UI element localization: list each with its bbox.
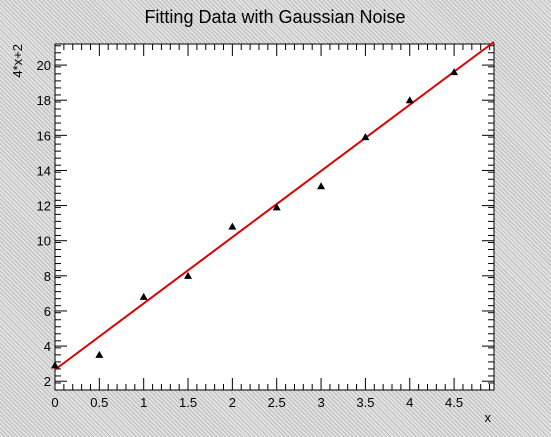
y-tick-label: 16 (37, 128, 51, 143)
data-point (228, 222, 237, 230)
y-axis: 2 4 6 8 10 12 14 16 18 20 (37, 45, 494, 391)
data-point (405, 96, 414, 104)
x-tick-label: 4.5 (445, 395, 463, 410)
y-tick-label: 12 (37, 199, 51, 214)
y-tick-label: 8 (44, 269, 51, 284)
x-tick-label: 1 (140, 395, 147, 410)
data-point (139, 292, 148, 300)
x-tick-label: 1.5 (179, 395, 197, 410)
y-tick-label: 2 (44, 374, 51, 389)
x-tick-label: 2 (229, 395, 236, 410)
plot-area (54, 43, 495, 391)
x-axis: 0 0.5 1 1.5 2 2.5 3 3.5 4 4.5 (51, 44, 491, 410)
y-tick-label: 10 (37, 234, 51, 249)
fit-line (54, 41, 495, 371)
data-point (95, 350, 104, 358)
x-tick-label: 0.5 (90, 395, 108, 410)
chart-title: Fitting Data with Gaussian Noise (144, 7, 405, 27)
x-tick-label: 0 (51, 395, 58, 410)
x-tick-label: 4 (406, 395, 413, 410)
y-axis-label: 4*x+2 (10, 44, 25, 78)
data-point (450, 68, 459, 76)
data-point (317, 182, 326, 190)
data-point (184, 271, 193, 279)
y-tick-label: 20 (37, 58, 51, 73)
y-tick-label: 6 (44, 304, 51, 319)
y-tick-label: 18 (37, 93, 51, 108)
data-points (51, 68, 459, 369)
fit-line-group (54, 41, 495, 371)
y-tick-label: 4 (44, 339, 51, 354)
x-tick-label: 3 (317, 395, 324, 410)
data-point (51, 361, 59, 369)
x-tick-label: 3.5 (356, 395, 374, 410)
x-tick-label: 2.5 (268, 395, 286, 410)
data-point (361, 133, 370, 141)
data-point (272, 203, 281, 211)
x-axis-label: x (485, 410, 492, 425)
y-tick-label: 14 (37, 163, 51, 178)
